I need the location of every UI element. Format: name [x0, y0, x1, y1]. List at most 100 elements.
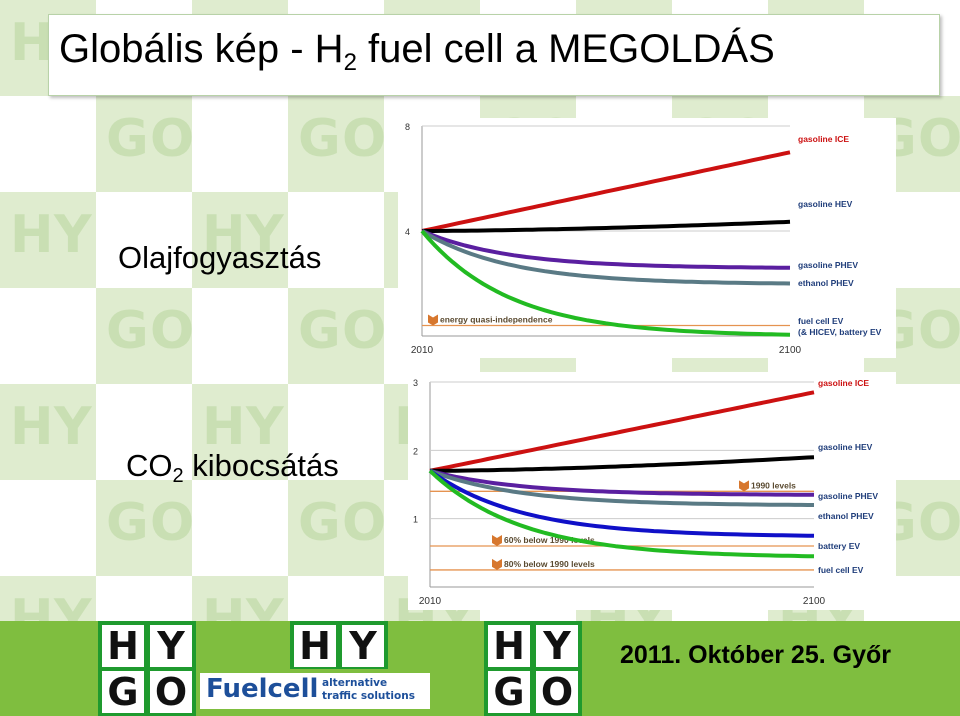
- logo-letter: H: [294, 625, 336, 667]
- bg-letter: G: [298, 493, 341, 553]
- hygo-logo: H Y: [290, 621, 388, 669]
- bg-tile: [0, 576, 96, 621]
- reference-marker: [739, 480, 749, 492]
- bg-tile: [96, 192, 192, 288]
- series-label: gasoline ICE: [798, 134, 849, 144]
- bg-letter: H: [202, 205, 246, 265]
- series-label: gasoline HEV: [798, 199, 853, 209]
- bg-tile: [96, 384, 192, 480]
- logo-letter: O: [536, 671, 578, 713]
- co2-chart: 3 2 1 2010 2100 1990 levels 60% below 1990 lev…: [408, 372, 896, 610]
- series-label: battery EV: [818, 541, 860, 551]
- bg-tile: [288, 192, 384, 288]
- logo-letter: G: [102, 671, 144, 713]
- bg-letter: G: [106, 301, 149, 361]
- series-line: [421, 150, 791, 233]
- series-line: [420, 229, 791, 337]
- bg-tile: [288, 288, 384, 384]
- event-date: 2011. Október 25. Győr: [620, 641, 891, 669]
- bg-letter: O: [918, 493, 960, 553]
- bg-letter: Y: [53, 397, 93, 457]
- bg-letter: O: [342, 493, 386, 553]
- series-label: (& HICEV, battery EV: [798, 327, 882, 337]
- bg-tile: [288, 480, 384, 576]
- bg-tile: [0, 288, 96, 384]
- bg-letter: Y: [245, 397, 285, 457]
- bg-letter: Y: [245, 205, 285, 265]
- reference-marker: [492, 558, 502, 570]
- logo-letter: Y: [150, 625, 192, 667]
- series-line: [429, 390, 815, 473]
- series-line: [428, 469, 815, 559]
- y-tick-label: 4: [405, 227, 410, 237]
- footer-bar: H Y G O H Y H Y G O Fuelcell alternative…: [0, 621, 960, 716]
- title-box: Globális kép - H2 fuel cell a MEGOLDÁS: [48, 14, 940, 96]
- bg-letter: Y: [53, 589, 93, 621]
- series-line: [420, 229, 791, 286]
- fuelcell-logo: Fuelcell alternative traffic solutions: [200, 673, 430, 709]
- hygo-logo: H Y G O: [98, 621, 196, 716]
- series-label: ethanol PHEV: [818, 511, 874, 521]
- series-label: gasoline PHEV: [818, 491, 878, 501]
- bg-tile: [192, 288, 288, 384]
- oil-chart: 8 4 2010 2100 energy quasi-independence gasol…: [398, 118, 896, 358]
- bg-letter: O: [150, 301, 194, 361]
- bg-tile: [96, 288, 192, 384]
- bg-tile: [288, 96, 384, 192]
- y-tick-label: 1: [413, 515, 418, 525]
- bg-tile: [96, 576, 192, 621]
- series-line: [428, 469, 815, 538]
- x-tick-label: 2010: [411, 345, 434, 356]
- series-label: gasoline HEV: [818, 442, 873, 452]
- reference-label: 80% below 1990 levels: [504, 559, 595, 569]
- bg-letter: O: [150, 109, 194, 169]
- bg-tile: [96, 96, 192, 192]
- bg-tile: [96, 480, 192, 576]
- logo-letter: Y: [342, 625, 384, 667]
- y-tick-label: 8: [405, 122, 410, 132]
- bg-letter: G: [298, 301, 341, 361]
- bg-tile: [0, 480, 96, 576]
- bg-tile: [192, 576, 288, 621]
- y-tick-label: 3: [413, 378, 418, 388]
- bg-tile: [192, 480, 288, 576]
- bg-letter: H: [10, 589, 54, 621]
- x-tick-label: 2010: [419, 596, 442, 607]
- oil-consumption-label: Olajfogyasztás: [118, 240, 322, 275]
- x-tick-label: 2100: [803, 596, 826, 607]
- bg-letter: Y: [53, 205, 93, 265]
- logo-letter: Y: [536, 625, 578, 667]
- bg-letter: O: [150, 493, 194, 553]
- fuelcell-brand: Fuelcell: [206, 674, 319, 704]
- bg-tile: [288, 576, 384, 621]
- series-label: gasoline ICE: [818, 378, 869, 388]
- reference-marker: [428, 314, 438, 326]
- bg-letter: O: [342, 109, 386, 169]
- reference-label: 60% below 1990 levels: [504, 535, 595, 545]
- series-line: [421, 229, 791, 270]
- bg-tile: [0, 192, 96, 288]
- bg-letter: O: [918, 301, 960, 361]
- logo-letter: O: [150, 671, 192, 713]
- bg-letter: G: [106, 109, 149, 169]
- series-line: [429, 468, 814, 507]
- bg-letter: Y: [245, 589, 285, 621]
- reference-marker: [492, 535, 502, 546]
- bg-letter: H: [10, 397, 54, 457]
- bg-tile: [192, 96, 288, 192]
- x-tick-label: 2100: [779, 345, 802, 356]
- bg-tile: [192, 192, 288, 288]
- slide-title: Globális kép - H2 fuel cell a MEGOLDÁS: [59, 27, 775, 76]
- bg-letter: O: [342, 301, 386, 361]
- series-label: fuel cell EV: [818, 565, 864, 575]
- bg-letter: G: [106, 493, 149, 553]
- series-label: ethanol PHEV: [798, 278, 854, 288]
- hygo-logo: H Y G O: [484, 621, 582, 716]
- bg-tile: [192, 384, 288, 480]
- y-tick-label: 2: [413, 446, 418, 456]
- fuelcell-tagline: alternative traffic solutions: [322, 677, 415, 702]
- reference-label: 1990 levels: [751, 480, 796, 490]
- series-line: [429, 468, 815, 497]
- series-line: [422, 219, 791, 233]
- series-label: fuel cell EV: [798, 316, 844, 326]
